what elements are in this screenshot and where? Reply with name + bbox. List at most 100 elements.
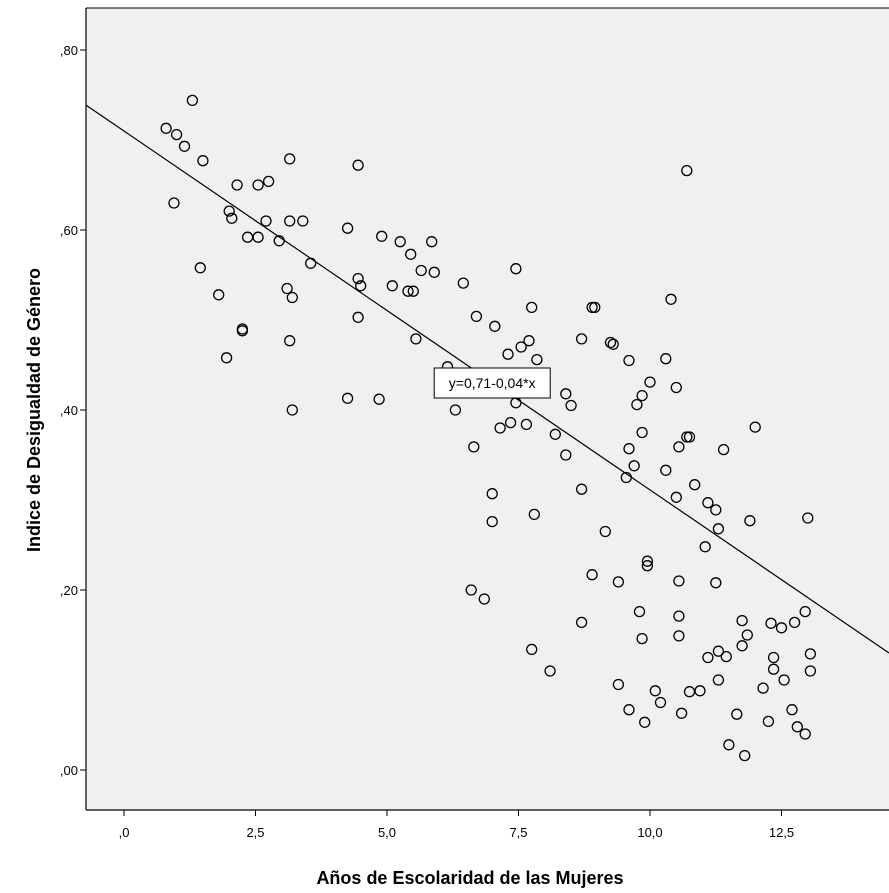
data-point xyxy=(586,569,598,581)
data-point xyxy=(623,354,635,367)
x-axis-title: Años de Escolaridad de las Mujeres xyxy=(316,868,623,888)
x-tick-label: 2,5 xyxy=(246,825,264,840)
data-point xyxy=(599,525,611,538)
data-point xyxy=(589,301,601,314)
data-point xyxy=(778,674,790,686)
x-tick-label: 12,5 xyxy=(769,825,794,840)
data-point xyxy=(528,508,540,521)
data-point xyxy=(405,248,417,260)
data-point xyxy=(689,479,701,491)
x-tick-label: 5,0 xyxy=(378,825,396,840)
data-point xyxy=(670,381,682,394)
axes: ,00 ,20 ,40 ,60 ,80 ,0 2,5 5,0 7,5 10,0 12,5 xyxy=(60,7,889,840)
plot-area xyxy=(86,8,889,810)
data-point xyxy=(373,393,385,405)
data-point xyxy=(765,617,777,629)
data-point xyxy=(712,523,725,535)
data-point xyxy=(560,388,572,400)
data-point xyxy=(231,179,243,191)
y-tick-label: ,40 xyxy=(60,403,78,418)
data-point xyxy=(520,418,533,431)
data-point xyxy=(660,353,672,365)
data-point xyxy=(736,614,748,627)
x-tick-label: ,0 xyxy=(119,825,130,840)
data-point xyxy=(670,491,682,503)
data-point xyxy=(791,721,803,733)
data-point xyxy=(681,164,693,177)
data-point xyxy=(252,231,264,243)
data-point xyxy=(681,431,693,443)
data-point xyxy=(526,643,538,656)
data-point xyxy=(494,422,506,434)
data-point xyxy=(786,704,798,716)
data-point xyxy=(284,153,296,165)
data-point xyxy=(607,338,619,350)
data-point xyxy=(486,515,498,528)
data-point xyxy=(699,541,711,553)
data-point xyxy=(633,605,646,618)
data-point xyxy=(465,584,477,596)
data-point xyxy=(502,348,514,360)
data-point xyxy=(213,289,225,301)
y-tick-label: ,60 xyxy=(60,223,78,238)
data-point xyxy=(160,122,172,134)
y-tick-label: ,00 xyxy=(60,763,78,778)
data-point xyxy=(186,94,199,107)
data-point xyxy=(628,460,640,472)
data-point xyxy=(286,291,298,304)
data-point xyxy=(223,205,235,217)
data-point xyxy=(560,449,572,461)
data-point xyxy=(428,266,440,278)
data-point xyxy=(262,175,275,188)
data-point xyxy=(449,404,462,416)
data-point xyxy=(220,352,233,364)
data-point xyxy=(170,128,183,141)
data-point xyxy=(284,215,296,227)
y-tick-label: ,80 xyxy=(60,43,78,58)
data-point xyxy=(284,335,296,347)
data-point xyxy=(575,333,588,345)
data-point xyxy=(741,629,753,641)
data-point xyxy=(178,140,191,152)
data-point xyxy=(526,301,538,314)
data-point xyxy=(478,593,490,605)
data-point xyxy=(486,488,498,500)
data-point xyxy=(673,630,685,642)
data-point xyxy=(641,560,654,572)
data-point xyxy=(749,421,761,433)
data-point xyxy=(226,212,238,224)
data-point xyxy=(415,264,427,277)
data-point xyxy=(673,575,685,587)
data-point xyxy=(723,739,735,751)
data-point xyxy=(575,483,588,495)
data-point xyxy=(252,179,264,191)
data-point xyxy=(802,512,814,524)
data-point xyxy=(702,651,714,664)
data-point xyxy=(544,665,556,677)
data-point xyxy=(565,399,577,412)
data-point xyxy=(410,333,422,345)
data-point xyxy=(739,749,751,762)
data-point xyxy=(665,293,677,305)
data-point xyxy=(468,441,480,453)
data-point xyxy=(731,708,743,720)
data-point xyxy=(457,277,469,289)
data-point xyxy=(712,645,725,657)
data-point xyxy=(710,504,722,516)
data-point xyxy=(673,441,685,453)
data-point xyxy=(260,215,272,227)
data-point xyxy=(352,272,364,285)
data-point xyxy=(489,320,501,332)
data-point xyxy=(641,555,654,567)
data-point xyxy=(612,678,625,691)
data-point xyxy=(407,285,419,297)
data-point xyxy=(673,610,685,622)
data-point xyxy=(804,648,817,660)
data-point xyxy=(710,577,722,589)
data-point xyxy=(281,282,293,295)
data-point xyxy=(352,311,364,323)
data-point xyxy=(675,707,688,719)
data-point xyxy=(799,728,811,740)
data-point xyxy=(660,464,672,476)
